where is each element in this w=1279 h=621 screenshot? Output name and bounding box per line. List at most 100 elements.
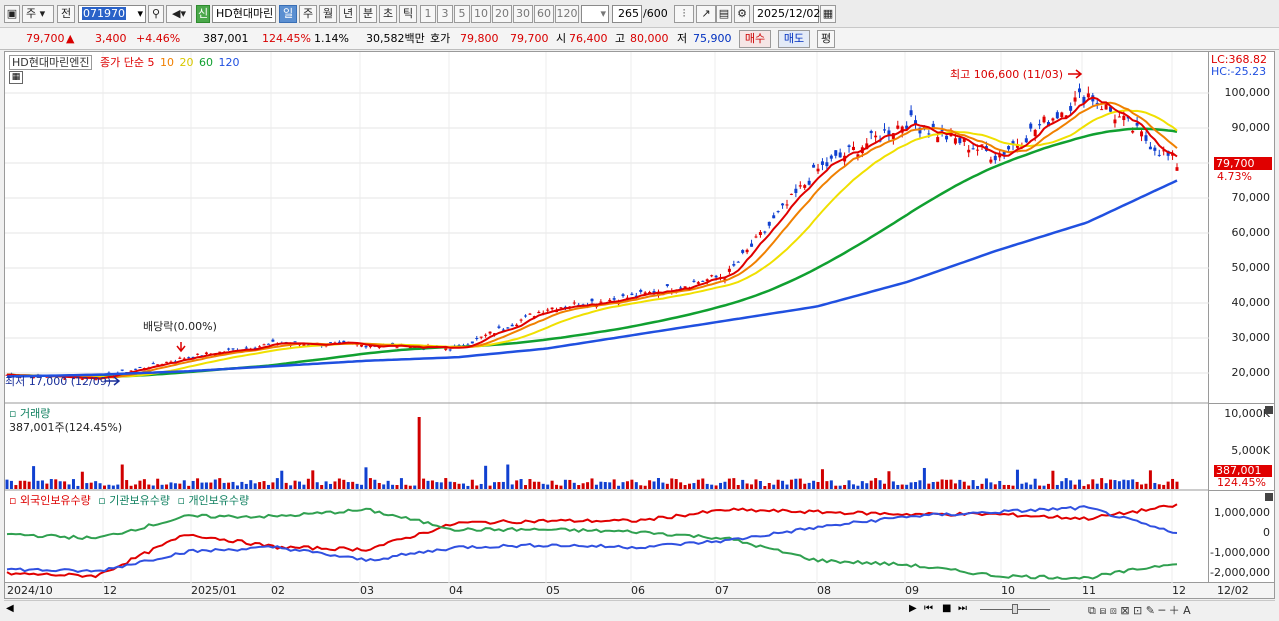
y-tick-20000: 20,000	[1231, 366, 1271, 379]
y-axis: LC:368.82 HC:-25.23 100,000 90,000 79,70…	[1209, 51, 1275, 583]
x-axis: 2024/10 12 2025/01 02 03 04 05 06 07 08 …	[4, 583, 1275, 599]
stop-icon[interactable]: ■	[942, 603, 952, 614]
volume-bar	[71, 479, 75, 489]
volume-bar	[723, 481, 727, 489]
save-icon[interactable]: ▤	[716, 5, 732, 23]
volume-bar	[1148, 470, 1152, 489]
stock-name-field[interactable]: HD현대마린	[212, 5, 276, 23]
date-field[interactable]: 2025/12/02	[753, 5, 820, 23]
window-menu-icon[interactable]: ▣	[4, 5, 20, 23]
volume-bar	[980, 483, 984, 489]
rewind-icon[interactable]: ⏮	[924, 603, 933, 614]
volume-bar	[1051, 470, 1055, 489]
gear-icon[interactable]: ⚙	[734, 5, 750, 23]
stock-code-field[interactable]: 071970 ▾	[78, 5, 146, 23]
chevron-down-icon[interactable]: ▾	[600, 7, 606, 20]
chart-canvas[interactable]: HD현대마린엔진 종가 단순 5 10 20 60 120 ▦ 최고 106,6…	[4, 51, 1210, 584]
candle-icon[interactable]: ⫶	[674, 5, 694, 23]
volume-bar	[670, 478, 674, 489]
volume-bar	[524, 485, 528, 489]
interval-10[interactable]: 10	[471, 5, 491, 23]
candle-body	[488, 331, 492, 334]
sell-button[interactable]: 매도	[778, 30, 810, 48]
candle-body	[803, 185, 807, 188]
candle-body	[134, 368, 138, 370]
high-value: 80,000	[630, 32, 669, 45]
tab-tick[interactable]: 틱	[399, 5, 417, 23]
interval-60[interactable]: 60	[534, 5, 554, 23]
candle-body	[652, 291, 656, 294]
ma120-label: 120	[218, 56, 240, 69]
y-tick-70000: 70,000	[1231, 191, 1271, 204]
candle-body	[692, 280, 696, 282]
tab-second[interactable]: 초	[379, 5, 397, 23]
volume-bar	[745, 483, 749, 489]
interval-custom-field[interactable]: ▾	[581, 5, 609, 23]
candle-body	[506, 327, 510, 329]
count-field[interactable]: 265	[612, 5, 642, 23]
volume-bar	[169, 482, 173, 489]
market-select[interactable]: 주 ▾	[22, 5, 54, 23]
volume-bar	[32, 466, 36, 489]
x-tick-date: 12/02	[1217, 584, 1249, 597]
search-icon[interactable]: ⚲	[148, 5, 164, 23]
scroll-right-icon[interactable]: ▶	[909, 603, 917, 614]
vol-y-tick-10000k: 10,000K	[1224, 407, 1270, 420]
interval-5[interactable]: 5	[454, 5, 470, 23]
volume-bar	[275, 478, 279, 489]
volume-bar	[532, 481, 536, 489]
volume-bar	[984, 478, 988, 489]
chart-scrollbar[interactable]: ◀ ▶ ⏮ ■ ⏭ ⧉ ⧈ ⧇ ⊠ ⊡ ✎ ─ ＋ A	[4, 600, 1275, 618]
x-tick: 2025/01	[191, 584, 237, 597]
candle-body	[905, 125, 909, 129]
volume-bar	[599, 481, 603, 489]
candle-body	[1100, 109, 1104, 111]
table-icon[interactable]: ▦	[9, 71, 23, 84]
calendar-icon[interactable]: ▦	[820, 5, 836, 23]
volume-bar	[555, 484, 559, 489]
line-tool-icon[interactable]: ↗	[696, 5, 716, 23]
volume-bar	[789, 479, 793, 489]
candle-body	[909, 110, 913, 116]
chart-tools-icon[interactable]: ⧉ ⧈ ⧇ ⊠ ⊡ ✎ ─ ＋ A	[1088, 604, 1191, 617]
buy-button[interactable]: 매수	[739, 30, 771, 48]
tab-year[interactable]: 년	[339, 5, 357, 23]
candle-body	[94, 379, 98, 381]
tab-week[interactable]: 주	[299, 5, 317, 23]
tab-minute[interactable]: 분	[359, 5, 377, 23]
interval-20[interactable]: 20	[492, 5, 512, 23]
volume-bar	[1069, 480, 1073, 489]
tab-day[interactable]: 일	[279, 5, 297, 23]
close-icon[interactable]	[1265, 406, 1273, 414]
interval-120[interactable]: 120	[555, 5, 579, 23]
volume-bar	[843, 484, 847, 489]
volume-bar	[883, 483, 886, 489]
prev-button[interactable]: 전	[57, 5, 75, 23]
volume-bar	[1024, 482, 1028, 489]
sound-icon[interactable]: ◀▾	[166, 5, 192, 23]
eval-button[interactable]: 평	[817, 30, 835, 48]
interval-1[interactable]: 1	[420, 5, 436, 23]
volume-bar	[368, 478, 372, 489]
candle-body	[1064, 115, 1068, 118]
hold-y-tick-neg1m: -1,000,000	[1210, 546, 1270, 559]
volume-bar	[98, 483, 102, 489]
volume-bar	[346, 482, 350, 489]
candle-body	[1135, 122, 1139, 126]
zoom-slider-handle[interactable]	[1012, 604, 1018, 614]
play-icon[interactable]: ⏭	[958, 603, 967, 614]
volume-bar	[696, 479, 700, 489]
volume-bar	[1175, 481, 1179, 489]
volume-bar	[905, 484, 909, 489]
volume-bar	[1144, 483, 1148, 489]
interval-30[interactable]: 30	[513, 5, 533, 23]
interval-3[interactable]: 3	[437, 5, 453, 23]
scroll-left-icon[interactable]: ◀	[6, 603, 14, 614]
chevron-down-icon[interactable]: ▾	[137, 7, 143, 20]
candle-body	[918, 127, 922, 134]
candle-body	[1104, 104, 1108, 110]
volume-bar	[147, 484, 151, 489]
close-icon[interactable]	[1265, 493, 1273, 501]
tab-month[interactable]: 월	[319, 5, 337, 23]
volume-bar	[1166, 481, 1170, 489]
